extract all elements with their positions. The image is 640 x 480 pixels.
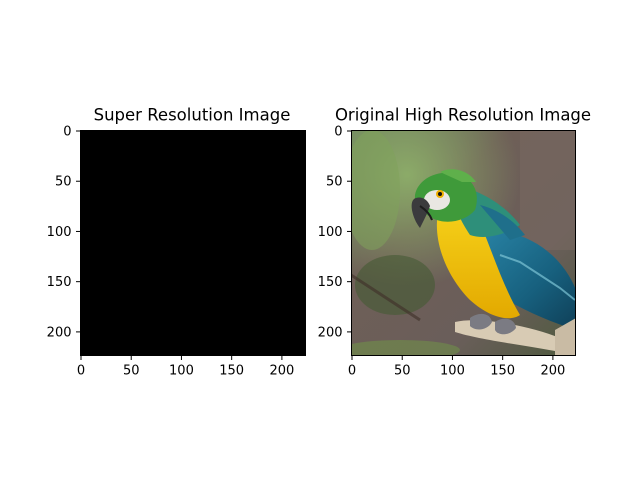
x-tick-label: 0 (77, 364, 85, 379)
original-image (351, 130, 576, 355)
x-tick-label: 200 (540, 364, 565, 379)
y-tick-label: 0 (63, 125, 71, 140)
y-tick-label: 50 (326, 175, 343, 190)
super-resolution-image (80, 130, 306, 356)
y-tick-label: 100 (318, 225, 343, 240)
x-tick-label: 200 (269, 364, 294, 379)
x-tick-label: 50 (123, 364, 140, 379)
axes-super-resolution: Super Resolution Image 0 50 100 150 200 0 50 10… (47, 106, 306, 379)
axes-frame (351, 130, 576, 356)
y-tick-label: 50 (55, 175, 72, 190)
x-tick-label: 0 (348, 364, 356, 379)
x-tick-label: 150 (219, 364, 244, 379)
x-tick-label: 100 (169, 364, 194, 379)
y-tick-label: 200 (318, 325, 343, 340)
x-tick-label: 100 (440, 364, 465, 379)
axes-frame (80, 130, 306, 356)
chart-title: Original High Resolution Image (335, 106, 591, 125)
y-tick-label: 0 (334, 125, 342, 140)
chart-title: Super Resolution Image (94, 106, 291, 125)
tick-group: 0 50 100 150 200 0 50 100 150 200 (47, 125, 295, 379)
x-tick-label: 150 (490, 364, 515, 379)
y-tick-label: 150 (318, 275, 343, 290)
x-tick-label: 50 (394, 364, 411, 379)
y-tick-label: 100 (47, 225, 72, 240)
y-tick-label: 200 (47, 325, 72, 340)
axes-original-high-resolution: Original High Resolution Image (318, 106, 591, 379)
y-tick-label: 150 (47, 275, 72, 290)
tick-group: 0 50 100 150 200 0 50 100 150 200 (318, 125, 566, 379)
